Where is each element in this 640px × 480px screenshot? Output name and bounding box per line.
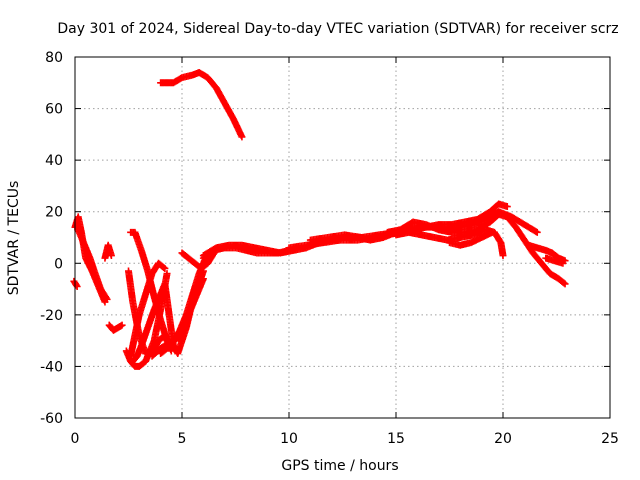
y-axis-label: SDTVAR / TECUs <box>6 181 22 296</box>
data-point <box>103 295 111 303</box>
data-point <box>560 279 568 287</box>
data-point <box>160 264 168 272</box>
x-tick-label: 0 <box>71 431 80 447</box>
y-tick-label: 60 <box>45 102 63 118</box>
y-tick-label: -20 <box>40 308 63 324</box>
series-arc-u <box>446 228 496 249</box>
y-tick-label: 0 <box>54 256 63 272</box>
chart-title: Day 301 of 2024, Sidereal Day-to-day VTE… <box>57 21 618 37</box>
data-point <box>107 252 115 260</box>
data-point <box>533 228 541 236</box>
data-point <box>118 321 126 329</box>
y-tick-label: 20 <box>45 205 63 221</box>
y-tick-label: -60 <box>40 411 63 427</box>
axis-layer: 0 5 10 15 20 25 -60 -40 -20 0 20 40 60 80 <box>40 50 619 447</box>
series-arc-t <box>392 226 507 260</box>
data-layer <box>70 68 569 370</box>
series-arc-w <box>542 254 567 267</box>
data-point <box>102 294 110 302</box>
series-arc-c <box>73 223 111 303</box>
series-arc-m <box>157 68 246 141</box>
data-point <box>163 270 171 278</box>
series-arc-e <box>105 321 126 334</box>
y-tick-label: 40 <box>45 153 63 169</box>
data-point <box>72 281 80 289</box>
x-tick-label: 20 <box>494 431 512 447</box>
series-arc-h <box>127 259 169 360</box>
y-tick-label: -40 <box>40 359 63 375</box>
data-point <box>161 264 169 272</box>
plot-frame <box>74 56 611 419</box>
data-point <box>559 259 567 267</box>
data-point <box>238 133 246 141</box>
x-axis-label: GPS time / hours <box>281 458 398 474</box>
x-tick-label: 15 <box>387 431 405 447</box>
series-arc-d <box>101 241 115 262</box>
data-point <box>488 228 496 236</box>
data-point <box>503 203 511 211</box>
x-tick-label: 5 <box>178 431 187 447</box>
data-point <box>561 280 569 288</box>
x-tick-label: 10 <box>280 431 298 447</box>
x-tick-label: 25 <box>601 431 619 447</box>
series-arc-a <box>70 277 81 290</box>
y-tick-label: 80 <box>45 50 63 66</box>
data-point <box>499 252 507 260</box>
